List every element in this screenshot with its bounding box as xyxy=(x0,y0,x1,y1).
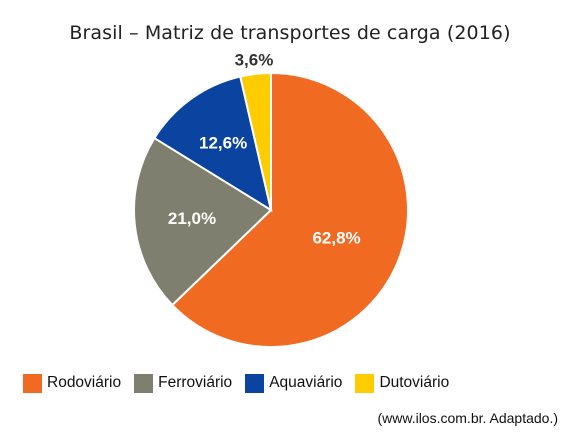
source-note: (www.ilos.com.br. Adaptado.) xyxy=(377,410,558,426)
legend-swatch-aquaviario xyxy=(245,373,265,393)
legend-swatch-rodoviario xyxy=(23,373,42,393)
data-label-ferroviario: 21,0% xyxy=(168,209,216,228)
data-label-rodoviario: 62,8% xyxy=(312,228,360,247)
legend-label-ferroviario: Ferroviário xyxy=(158,374,233,391)
legend-swatch-dutoviario xyxy=(355,373,375,393)
pie-slice-aquaviario xyxy=(153,75,273,213)
legend-item-aquaviario: Aquaviário xyxy=(245,373,343,393)
legend-label-rodoviario: Rodoviário xyxy=(47,374,122,391)
legend-label-aquaviario: Aquaviário xyxy=(269,374,343,391)
legend-swatch-ferroviario xyxy=(134,373,154,393)
pie-slice-rodoviario xyxy=(170,71,409,348)
pie-slice-dutoviario xyxy=(239,71,272,211)
data-label-aquaviario: 12,6% xyxy=(199,134,247,153)
chart-legend: Rodoviário Ferroviário Aquaviário Dutoviári… xyxy=(23,371,462,395)
legend-label-dutoviario: Dutoviário xyxy=(379,374,450,391)
pie-slice-ferroviario xyxy=(133,136,273,307)
legend-item-ferroviario: Ferroviário xyxy=(134,373,233,393)
data-label-dutoviario: 3,6% xyxy=(235,50,274,69)
legend-item-dutoviario: Dutoviário xyxy=(355,373,450,393)
legend-item-rodoviario: Rodoviário xyxy=(23,373,122,393)
chart-title: Brasil – Matriz de transportes de carga … xyxy=(69,22,511,44)
